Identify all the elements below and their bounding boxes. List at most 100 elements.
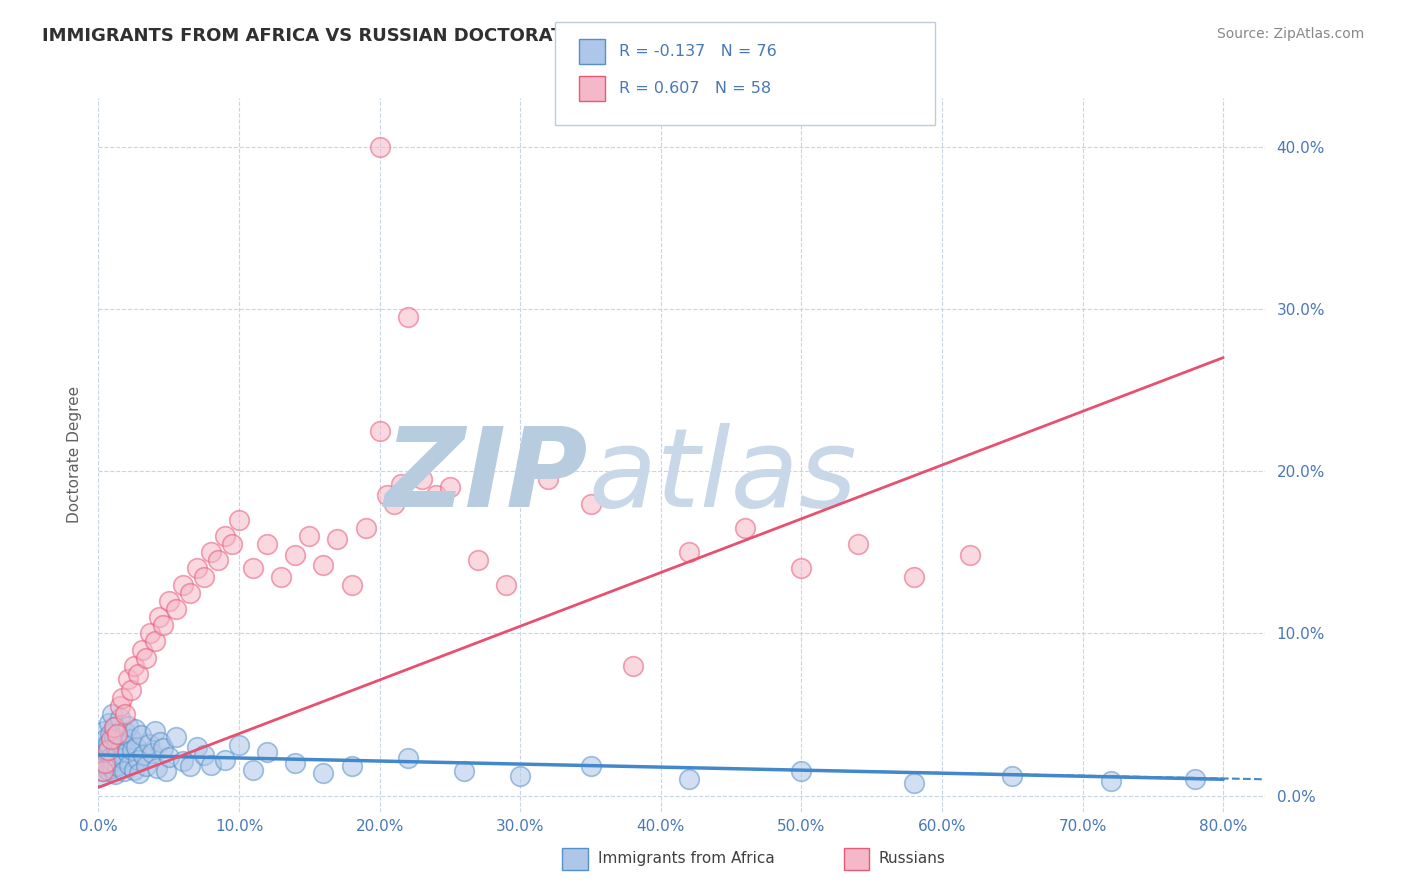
Point xyxy=(382,497,405,511)
Point xyxy=(389,477,412,491)
Text: Source: ZipAtlas.com: Source: ZipAtlas.com xyxy=(1216,27,1364,41)
Point xyxy=(678,545,700,559)
Point xyxy=(509,769,531,783)
Point xyxy=(375,488,398,502)
Point xyxy=(117,719,139,733)
Text: Russians: Russians xyxy=(879,852,946,866)
Point xyxy=(105,759,128,773)
Point xyxy=(228,738,250,752)
Point xyxy=(790,561,813,575)
Point xyxy=(1099,773,1122,788)
Point xyxy=(111,691,134,706)
Text: ZIP: ZIP xyxy=(385,423,589,530)
Point xyxy=(141,747,163,761)
Point xyxy=(114,707,136,722)
Point xyxy=(284,756,307,770)
Point xyxy=(139,626,162,640)
Point xyxy=(93,723,115,738)
Text: IMMIGRANTS FROM AFRICA VS RUSSIAN DOCTORATE DEGREE CORRELATION CHART: IMMIGRANTS FROM AFRICA VS RUSSIAN DOCTOR… xyxy=(42,27,884,45)
Point xyxy=(537,472,560,486)
Point xyxy=(125,739,148,754)
Point xyxy=(270,569,292,583)
Point xyxy=(467,553,489,567)
Point xyxy=(101,761,124,775)
Point xyxy=(425,488,447,502)
Point xyxy=(256,745,278,759)
Point xyxy=(90,747,112,762)
Point xyxy=(157,594,180,608)
Point xyxy=(112,764,135,779)
Point xyxy=(101,707,124,722)
Point xyxy=(846,537,869,551)
Point xyxy=(214,753,236,767)
Point xyxy=(103,755,125,769)
Point xyxy=(256,537,278,551)
Point xyxy=(186,561,208,575)
Point xyxy=(221,537,243,551)
Point xyxy=(121,743,143,757)
Point xyxy=(135,650,157,665)
Point xyxy=(122,658,145,673)
Point xyxy=(107,733,129,747)
Point xyxy=(172,577,194,591)
Y-axis label: Doctorate Degree: Doctorate Degree xyxy=(67,386,83,524)
Point xyxy=(298,529,321,543)
Point xyxy=(411,472,433,486)
Point xyxy=(132,747,155,762)
Point xyxy=(155,764,177,779)
Point xyxy=(120,683,142,698)
Point xyxy=(97,743,120,757)
Point xyxy=(242,561,264,575)
Point xyxy=(105,741,128,756)
Point xyxy=(903,775,925,789)
Point xyxy=(495,577,517,591)
Point xyxy=(94,753,117,767)
Point xyxy=(228,513,250,527)
Point xyxy=(94,756,117,770)
Point xyxy=(453,764,475,779)
Point xyxy=(98,756,121,770)
Point xyxy=(96,757,118,772)
Point xyxy=(207,553,229,567)
Point xyxy=(131,642,153,657)
Point xyxy=(128,765,150,780)
Point xyxy=(678,772,700,787)
Point xyxy=(93,764,115,779)
Point xyxy=(138,737,160,751)
Point xyxy=(103,720,125,734)
Point xyxy=(312,765,335,780)
Point xyxy=(354,521,377,535)
Point xyxy=(368,424,391,438)
Point xyxy=(903,569,925,583)
Point xyxy=(122,763,145,777)
Point xyxy=(152,618,174,632)
Point xyxy=(91,739,114,754)
Point xyxy=(621,658,644,673)
Point xyxy=(104,767,127,781)
Point xyxy=(200,757,222,772)
Point xyxy=(98,715,121,730)
Text: R = 0.607   N = 58: R = 0.607 N = 58 xyxy=(619,81,770,95)
Point xyxy=(97,737,120,751)
Point xyxy=(98,727,122,741)
Point xyxy=(1184,772,1206,787)
Point xyxy=(1001,769,1024,783)
Point xyxy=(340,577,363,591)
Point xyxy=(790,764,813,779)
Point xyxy=(152,741,174,756)
Point xyxy=(439,480,461,494)
Point xyxy=(368,140,391,154)
Point xyxy=(284,549,307,563)
Point xyxy=(242,763,264,777)
Point xyxy=(108,711,131,725)
Point xyxy=(135,759,157,773)
Text: R = -0.137   N = 76: R = -0.137 N = 76 xyxy=(619,45,776,59)
Point xyxy=(165,602,187,616)
Point xyxy=(111,751,134,765)
Point xyxy=(100,731,122,746)
Point xyxy=(127,666,149,681)
Point xyxy=(579,759,602,773)
Point xyxy=(94,731,117,746)
Point xyxy=(103,730,125,744)
Point xyxy=(312,558,335,573)
